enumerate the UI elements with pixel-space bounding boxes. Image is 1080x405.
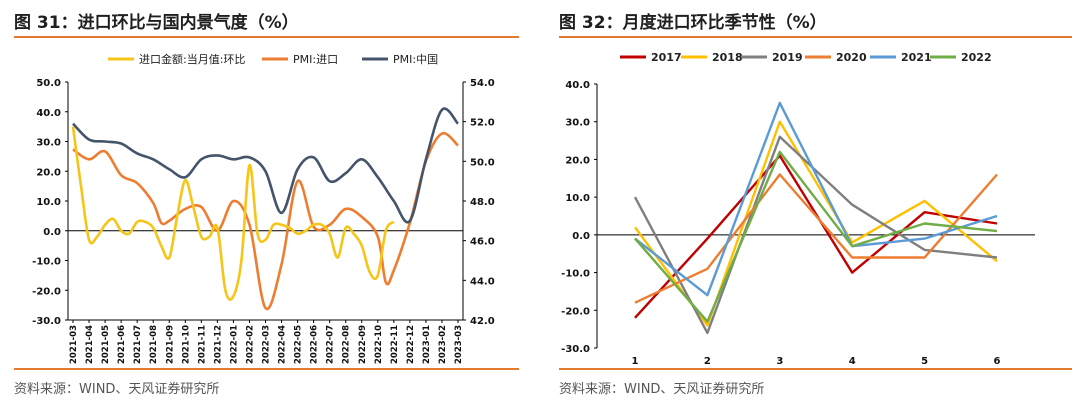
y-tick-label-left: -20.0	[32, 286, 61, 297]
y-tick-label-left: -10.0	[32, 257, 61, 268]
series-line	[634, 150, 998, 323]
y-tick-label: 0.0	[572, 231, 590, 242]
series-line	[634, 154, 998, 319]
series-line	[634, 120, 998, 327]
y-tick-label-right: 48.0	[470, 197, 495, 208]
x-tick-label: 2021-03	[69, 325, 79, 364]
y-tick-label: -30.0	[561, 344, 590, 355]
y-tick-label: -20.0	[561, 306, 590, 317]
x-tick-label: 2021-08	[149, 325, 159, 364]
x-tick-label: 2022-02	[245, 325, 255, 364]
series-line	[634, 173, 998, 304]
legend-item: 2022	[930, 51, 992, 64]
y-tick-label: 10.0	[565, 193, 590, 204]
legend-label: 2019	[772, 51, 803, 64]
y-tick-label-left: 50.0	[36, 78, 61, 89]
chart-title: 图 32：月度进口环比季节性（%）	[559, 13, 827, 33]
x-tick-label: 2022-10	[374, 325, 384, 364]
import-vs-pmi-chart: 50.0 40.0 30.0 20.0 10.0 0.0 -10.0 -20.0 -30.0 54…	[32, 52, 495, 364]
source-rule	[559, 368, 1072, 370]
x-tick-label: 6	[994, 356, 1001, 367]
series-line	[71, 126, 395, 301]
y-tick-label: 30.0	[565, 118, 590, 129]
series-line	[633, 135, 998, 335]
legend-label: 2020	[836, 51, 867, 64]
legend-label: 进口金额:当月值:环比	[139, 52, 245, 66]
x-tick-label: 2021-09	[165, 325, 175, 364]
x-tick-label: 2022-09	[358, 325, 368, 364]
source-note: 资料来源：WIND、天风证券研究所	[14, 382, 220, 397]
x-tick-label: 2023-02	[438, 325, 448, 364]
chart-title: 图 31：进口环比与国内景气度（%）	[14, 13, 299, 33]
x-tick-label: 2022-11	[390, 325, 400, 364]
y-tick-label-right: 42.0	[470, 316, 495, 327]
x-tick-label: 2022-06	[310, 325, 320, 364]
x-tick-label: 4	[849, 356, 856, 367]
x-tick-label: 2022-05	[294, 325, 304, 364]
y-tick-label-left: 30.0	[36, 138, 61, 149]
x-tick-label: 2021-06	[117, 325, 127, 364]
legend-label: PMI:中国	[393, 53, 438, 66]
legend-label: PMI:进口	[293, 53, 338, 66]
legend-label: 2021	[901, 51, 932, 64]
source-note: 资料来源：WIND、天风证券研究所	[559, 382, 765, 397]
legend-item: 2021	[870, 51, 932, 64]
x-tick-label: 2021-10	[181, 325, 191, 364]
title-rule	[14, 36, 519, 38]
legend-label: 2018	[712, 51, 743, 64]
y-tick-label-left: 0.0	[43, 227, 61, 238]
legend-item: 2018	[681, 51, 743, 64]
x-tick-label: 2022-03	[262, 325, 272, 364]
y-tick-label-left: 20.0	[36, 167, 61, 178]
legend-label: 2022	[961, 51, 992, 64]
chart-panel-left: 图 31：进口环比与国内景气度（%） 50.0 40.0 30.0 20.0 10.0 0…	[0, 0, 527, 405]
y-tick-label: -10.0	[561, 269, 590, 280]
legend-item: 2017	[620, 51, 682, 64]
x-tick-label: 2022-04	[278, 325, 288, 364]
y-tick-label-right: 50.0	[470, 157, 495, 168]
x-tick-label: 2022-08	[342, 325, 352, 364]
title-rule	[559, 36, 1072, 38]
legend-item: PMI:进口	[262, 53, 338, 66]
series-line	[634, 101, 998, 297]
y-tick-label-right: 44.0	[470, 276, 495, 287]
chart-panel-right: 图 32：月度进口环比季节性（%） 40.0 30.0 20.0 10.0 0.0 -10…	[545, 0, 1080, 405]
y-tick-label-right: 54.0	[470, 78, 495, 89]
series-line	[72, 107, 460, 224]
y-tick-label-left: -30.0	[32, 316, 61, 327]
y-tick-label-left: 40.0	[36, 108, 61, 119]
x-tick-label: 2023-01	[422, 325, 432, 364]
y-tick-label-right: 46.0	[470, 237, 495, 248]
x-tick-label: 5	[921, 356, 928, 367]
x-tick-label: 1	[632, 356, 639, 367]
legend-item: 2020	[805, 51, 867, 64]
x-tick-label: 2021-07	[133, 325, 143, 364]
legend-item: PMI:中国	[362, 53, 438, 66]
y-tick-label-right: 52.0	[470, 118, 495, 129]
x-tick-label: 2022-01	[229, 325, 239, 364]
legend-label: 2017	[651, 51, 682, 64]
legend-item: 进口金额:当月值:环比	[108, 52, 245, 66]
legend-item: 2019	[741, 51, 803, 64]
y-tick-label: 40.0	[565, 80, 590, 91]
x-tick-label: 2021-04	[85, 325, 95, 364]
source-rule	[14, 368, 519, 370]
y-tick-label: 20.0	[565, 155, 590, 166]
x-tick-label: 3	[776, 356, 783, 367]
x-tick-label: 2023-03	[454, 325, 464, 364]
x-tick-label: 2022-12	[406, 325, 416, 364]
x-tick-label: 2021-11	[197, 325, 207, 364]
x-tick-label: 2	[704, 356, 711, 367]
import-seasonality-chart: 40.0 30.0 20.0 10.0 0.0 -10.0 -20.0 -30.0 1 2 3 4 5 6…	[561, 51, 1035, 367]
x-tick-label: 2022-07	[326, 325, 336, 364]
series-line	[72, 131, 459, 311]
x-tick-label: 2021-12	[213, 325, 223, 364]
y-tick-label-left: 10.0	[36, 197, 61, 208]
x-tick-label: 2021-05	[101, 325, 111, 364]
